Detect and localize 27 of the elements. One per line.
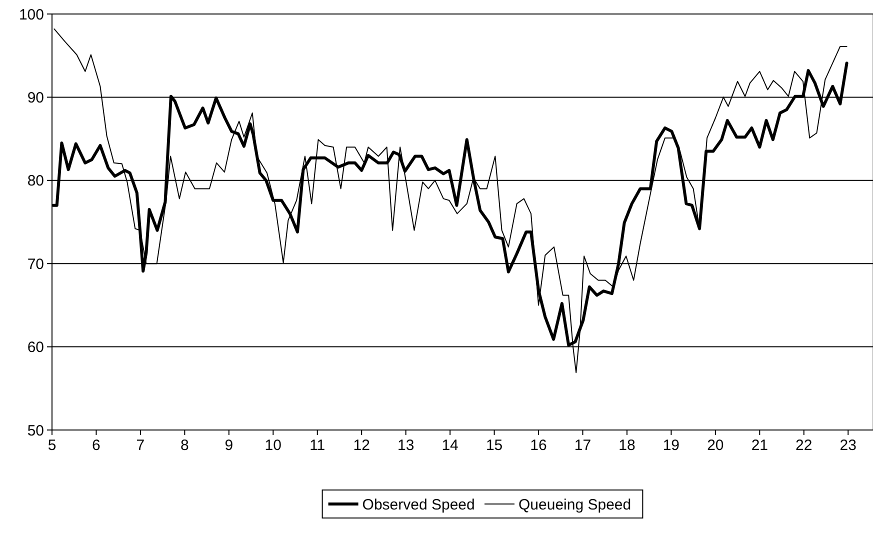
- x-tick-label: 6: [92, 437, 100, 454]
- x-tick-label: 5: [48, 437, 56, 454]
- x-tick-label: 21: [751, 437, 768, 454]
- x-tick-label: 20: [707, 437, 724, 454]
- x-tick-label: 10: [264, 437, 282, 454]
- x-tick-label: 8: [180, 437, 189, 454]
- x-tick-label: 12: [353, 437, 370, 454]
- y-tick-label: 60: [27, 339, 44, 356]
- x-tick-label: 19: [662, 437, 680, 454]
- y-tick-label: 100: [18, 6, 44, 24]
- x-tick-label: 16: [530, 437, 547, 454]
- x-tick-label: 17: [574, 437, 592, 454]
- x-tick-label: 9: [224, 437, 234, 454]
- legend-label: Observed Speed: [362, 496, 475, 514]
- x-tick-label: 22: [796, 437, 812, 454]
- x-tick-label: 7: [136, 437, 145, 454]
- x-tick-label: 11: [310, 437, 326, 454]
- x-tick-label: 23: [840, 437, 856, 454]
- x-tick-label: 13: [397, 437, 414, 454]
- y-tick-label: 90: [27, 89, 44, 106]
- y-tick-label: 50: [27, 422, 44, 440]
- y-tick-label: 80: [27, 172, 44, 190]
- y-tick-label: 70: [27, 256, 44, 273]
- x-tick-label: 14: [442, 437, 458, 454]
- legend-label: Queueing Speed: [518, 496, 632, 514]
- x-tick-label: 15: [486, 437, 503, 454]
- x-tick-label: 18: [618, 437, 636, 454]
